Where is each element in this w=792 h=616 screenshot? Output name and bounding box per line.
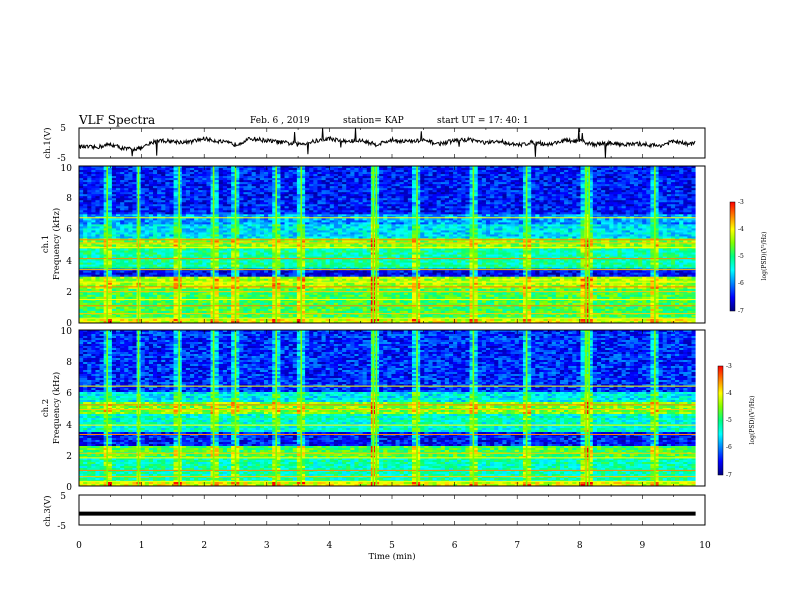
ch1-spectrogram-panel: 10 8 6 4 2 0 ch.1 Frequency (kHz) <box>41 164 705 329</box>
figure-title: VLF Spectra <box>78 113 155 127</box>
ch1-trace <box>79 128 695 158</box>
start-time-label: start UT = 17: 40: 1 <box>437 116 529 126</box>
ch1-panel: 5 -5 ch.1(V) <box>42 124 705 164</box>
ch1-ylabel: ch.1(V) <box>42 127 53 158</box>
ch1-ytick-bottom: -5 <box>57 154 66 164</box>
date-label: Feb. 6 , 2019 <box>250 116 310 126</box>
station-label: station= KAP <box>343 116 404 126</box>
ch1-ytick-top: 5 <box>60 124 66 134</box>
ch1-spectrogram-image <box>79 166 705 324</box>
